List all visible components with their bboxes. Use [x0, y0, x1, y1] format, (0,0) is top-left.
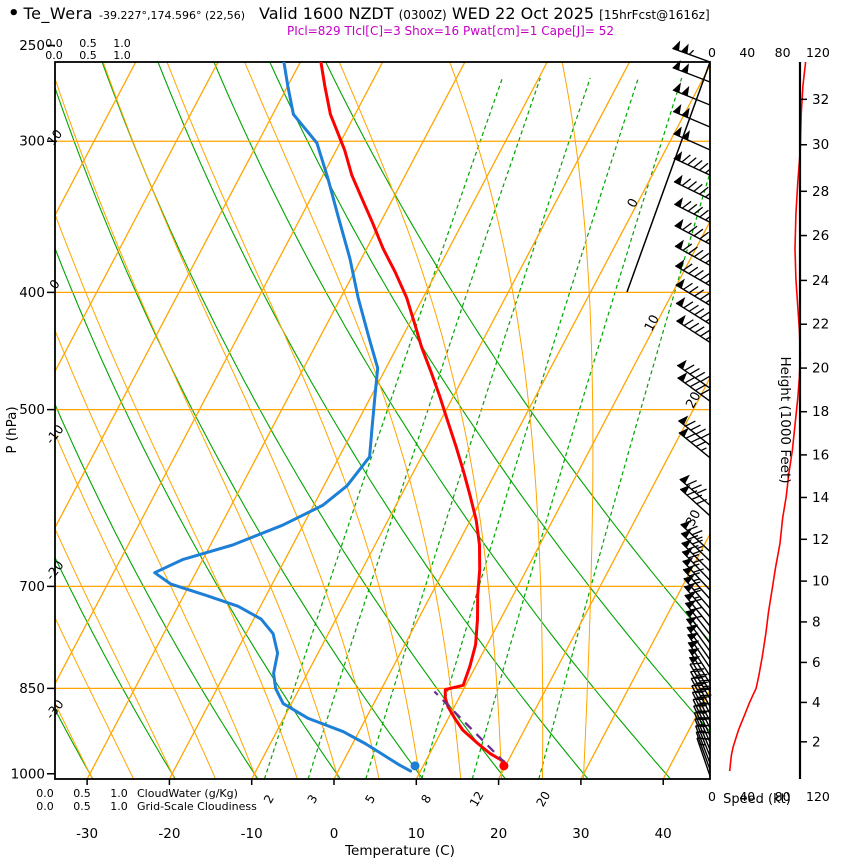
svg-text:40: 40 [739, 789, 755, 804]
svg-text:400: 400 [19, 285, 45, 301]
moist-adiabat-lines [55, 62, 594, 779]
valid-time: Valid 1600 NZDT [259, 4, 399, 23]
svg-text:12: 12 [812, 532, 829, 548]
forecast-tag: [15hrFcst@1616z] [599, 8, 710, 22]
svg-text:1.0: 1.0 [110, 787, 128, 800]
svg-text:300: 300 [19, 134, 45, 150]
svg-text:500: 500 [19, 402, 45, 418]
svg-text:Height (1000 Feet): Height (1000 Feet) [777, 356, 793, 483]
background-grid [55, 62, 710, 779]
wind-speed-curve [728, 61, 807, 772]
chart-header: • Te_Wera -39.227°,174.596° (22,56) Vali… [8, 3, 710, 24]
svg-text:80: 80 [775, 789, 791, 804]
svg-text:0.5: 0.5 [73, 787, 91, 800]
svg-text:32: 32 [812, 92, 829, 108]
pressure-axis: 250 300 400 500 700 850 1000 P (hPa) [4, 38, 55, 782]
svg-text:10: 10 [642, 313, 663, 335]
svg-text:8: 8 [418, 792, 434, 806]
svg-text:20: 20 [490, 826, 507, 842]
svg-text:5: 5 [362, 792, 378, 806]
svg-text:3: 3 [305, 792, 321, 806]
svg-text:30: 30 [572, 826, 589, 842]
frame-diagonal [626, 61, 711, 293]
svg-text:Temperature (C): Temperature (C) [344, 843, 455, 859]
speed-axis: 0 0 40 40 80 80 120 120 Speed (kt) [708, 45, 830, 807]
dewpoint-curve [153, 62, 413, 773]
svg-text:1.0: 1.0 [113, 49, 131, 62]
svg-text:16: 16 [812, 447, 829, 463]
svg-text:850: 850 [19, 681, 45, 697]
svg-text:40: 40 [739, 45, 755, 60]
parcel-path [433, 690, 507, 764]
valid-zulu: (0300Z) [398, 8, 447, 22]
sounding-profiles [153, 62, 507, 773]
svg-text:6: 6 [812, 655, 821, 671]
svg-text:-30: -30 [76, 826, 98, 842]
svg-text:0.0: 0.0 [36, 787, 54, 800]
temperature-curve [319, 62, 506, 763]
svg-text:700: 700 [19, 579, 45, 595]
svg-text:120: 120 [806, 45, 830, 60]
svg-text:28: 28 [812, 184, 829, 200]
svg-text:0.0: 0.0 [45, 49, 63, 62]
isotherm-lines [55, 62, 710, 779]
svg-text:2: 2 [261, 792, 277, 806]
svg-text:Speed (kt): Speed (kt) [723, 792, 791, 807]
station-name: Te_Wera [23, 4, 94, 23]
svg-text:12: 12 [467, 789, 487, 809]
wind-barbs [672, 40, 712, 777]
svg-text:0: 0 [708, 789, 716, 804]
svg-text:20: 20 [812, 361, 829, 377]
temperature-axis: -30 -20 -10 0 10 20 30 40 Temperature (C) [76, 779, 672, 859]
svg-text:CloudWater (g/Kg): CloudWater (g/Kg) [137, 787, 238, 800]
svg-text:250: 250 [19, 38, 45, 54]
svg-text:24: 24 [812, 273, 829, 289]
svg-text:0.5: 0.5 [79, 49, 97, 62]
svg-text:40: 40 [655, 826, 672, 842]
svg-text:Grid-Scale Cloudiness: Grid-Scale Cloudiness [137, 800, 257, 813]
svg-text:0: 0 [708, 45, 716, 60]
svg-text:120: 120 [806, 789, 830, 804]
svg-text:20: 20 [683, 390, 704, 412]
svg-text:0.0: 0.0 [36, 800, 54, 813]
svg-text:0: 0 [330, 826, 339, 842]
isobar-lines [55, 140, 710, 690]
valid-date: WED 22 Oct 2025 [446, 4, 600, 23]
svg-text:4: 4 [812, 695, 821, 711]
plot-frame [54, 61, 711, 780]
svg-text:0.0: 0.0 [45, 37, 63, 50]
svg-text:1.0: 1.0 [113, 37, 131, 50]
svg-text:30: 30 [812, 137, 829, 153]
cloud-scales: 0.00.00.00.00.50.50.50.51.01.01.01.0Clou… [36, 37, 257, 813]
surface-temp-dot [499, 761, 509, 771]
svg-text:1.0: 1.0 [110, 800, 128, 813]
stability-params: PIcl=829 TIcl[C]=3 Shox=16 Pwat[cm]=1 Ca… [287, 24, 614, 38]
surface-dewpoint-dot [410, 761, 420, 771]
svg-text:18: 18 [812, 404, 829, 420]
svg-text:P (hPa): P (hPa) [4, 406, 20, 453]
svg-text:20: 20 [533, 789, 553, 809]
station-bullet: • [8, 3, 20, 24]
svg-text:14: 14 [812, 490, 829, 506]
mixing-ratio-lines [263, 77, 710, 779]
svg-text:0.5: 0.5 [73, 800, 91, 813]
svg-text:10: 10 [408, 826, 425, 842]
station-coords: -39.227°,174.596° (22,56) [99, 9, 246, 22]
svg-text:-10: -10 [241, 826, 263, 842]
svg-text:0.5: 0.5 [79, 37, 97, 50]
svg-text:26: 26 [812, 228, 829, 244]
svg-text:2: 2 [812, 734, 821, 750]
svg-text:8: 8 [812, 614, 821, 630]
svg-text:80: 80 [775, 45, 791, 60]
svg-text:10: 10 [812, 574, 829, 590]
svg-text:1000: 1000 [11, 766, 45, 782]
svg-text:-20: -20 [158, 826, 180, 842]
svg-text:22: 22 [812, 317, 829, 333]
